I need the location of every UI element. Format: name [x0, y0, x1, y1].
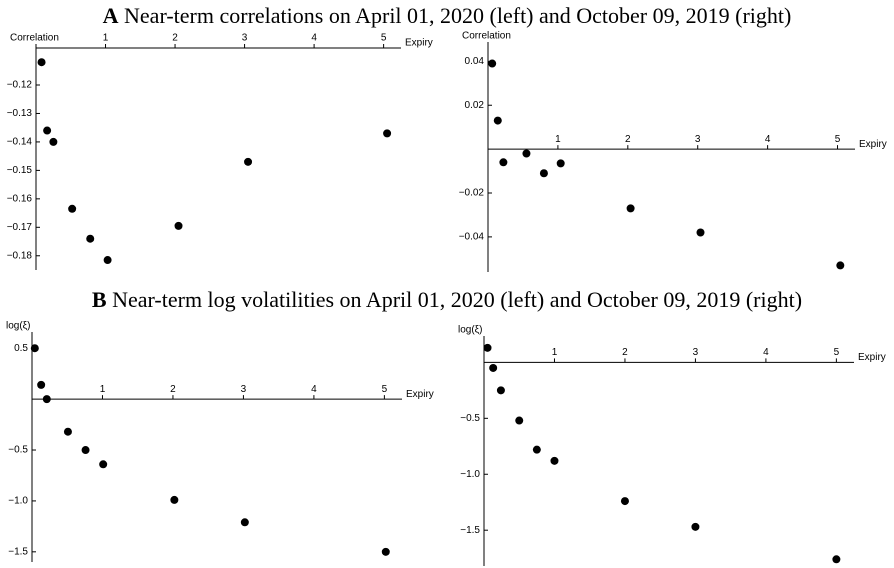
y-tick-label: −0.18	[7, 250, 33, 261]
point	[539, 169, 548, 178]
heading-text: Near-term correlations on April 01, 2020…	[124, 3, 791, 28]
point	[620, 497, 629, 506]
y-tick-label: −0.16	[7, 193, 33, 204]
point	[488, 59, 497, 68]
point	[696, 228, 705, 237]
point	[493, 116, 502, 125]
point	[81, 446, 90, 455]
point	[37, 380, 46, 389]
y-tick-label: −0.12	[7, 80, 33, 91]
heading-letter: B	[92, 287, 107, 312]
x-tick-label: 1	[103, 33, 109, 44]
x-tick-label: 4	[763, 347, 769, 358]
point	[174, 221, 183, 230]
point	[86, 234, 95, 243]
point	[37, 58, 46, 67]
x-tick-label: 4	[311, 33, 317, 44]
y-tick-label: −0.5	[8, 445, 28, 456]
x-tick-label: 5	[835, 134, 841, 145]
x-tick-label: 1	[100, 384, 106, 395]
point	[489, 363, 498, 372]
y-axis-label: log(ξ)	[458, 325, 482, 336]
y-tick-label: −0.13	[7, 108, 33, 119]
point	[103, 256, 112, 265]
point	[68, 204, 77, 213]
y-axis-label: log(ξ)	[6, 321, 30, 332]
x-tick-label: 4	[765, 134, 771, 145]
x-tick-label: 5	[834, 347, 840, 358]
y-tick-label: −0.04	[459, 232, 485, 243]
x-tick-label: 1	[555, 134, 561, 145]
point	[63, 427, 72, 436]
y-axis-label: Correlation	[462, 31, 511, 42]
point	[381, 547, 390, 556]
x-tick-label: 3	[695, 134, 701, 145]
x-tick-label: 2	[625, 134, 631, 145]
x-axis-label: Expiry	[859, 139, 887, 150]
y-tick-label: −0.14	[7, 137, 33, 148]
y-tick-label: −1.5	[8, 546, 28, 557]
x-tick-label: 2	[622, 347, 628, 358]
y-tick-label: −1.5	[460, 525, 480, 536]
y-tick-label: 0.02	[465, 100, 485, 111]
y-tick-label: −0.15	[7, 165, 33, 176]
x-tick-label: 3	[693, 347, 699, 358]
x-tick-label: 3	[241, 384, 247, 395]
point	[626, 204, 635, 213]
x-axis-label: Expiry	[406, 389, 434, 400]
point	[556, 159, 565, 168]
point	[30, 344, 39, 353]
y-tick-label: −1.0	[460, 469, 480, 480]
point	[515, 416, 524, 425]
point	[49, 137, 58, 146]
point	[42, 395, 51, 404]
y-tick-label: 0.04	[465, 56, 485, 67]
y-tick-label: −0.5	[460, 413, 480, 424]
x-tick-label: 2	[170, 384, 176, 395]
x-tick-label: 5	[381, 33, 387, 44]
point	[550, 456, 559, 465]
point	[170, 495, 179, 504]
heading-text: Near-term log volatilities on April 01, …	[112, 287, 802, 312]
point	[832, 555, 841, 564]
x-axis-label: Expiry	[405, 38, 433, 49]
point	[499, 158, 508, 167]
x-tick-label: 1	[552, 347, 558, 358]
y-tick-label: −0.02	[459, 188, 485, 199]
x-axis-label: Expiry	[858, 352, 886, 363]
point	[522, 149, 531, 158]
y-tick-label: 0.5	[14, 343, 28, 354]
heading: A Near-term correlations on April 01, 20…	[103, 3, 792, 28]
point	[496, 386, 505, 395]
heading: B Near-term log volatilities on April 01…	[92, 287, 802, 312]
y-tick-label: −0.17	[7, 222, 33, 233]
y-tick-label: −1.0	[8, 496, 28, 507]
point	[483, 343, 492, 352]
heading-letter: A	[103, 3, 119, 28]
point	[836, 261, 845, 270]
point	[532, 445, 541, 454]
point	[99, 460, 108, 469]
point	[240, 518, 249, 527]
x-tick-label: 4	[311, 384, 317, 395]
point	[691, 522, 700, 531]
y-axis-label: Correlation	[10, 33, 59, 44]
point	[383, 129, 392, 138]
point	[244, 157, 253, 166]
x-tick-label: 3	[242, 33, 248, 44]
x-tick-label: 2	[172, 33, 178, 44]
x-tick-label: 5	[382, 384, 388, 395]
point	[43, 126, 52, 135]
